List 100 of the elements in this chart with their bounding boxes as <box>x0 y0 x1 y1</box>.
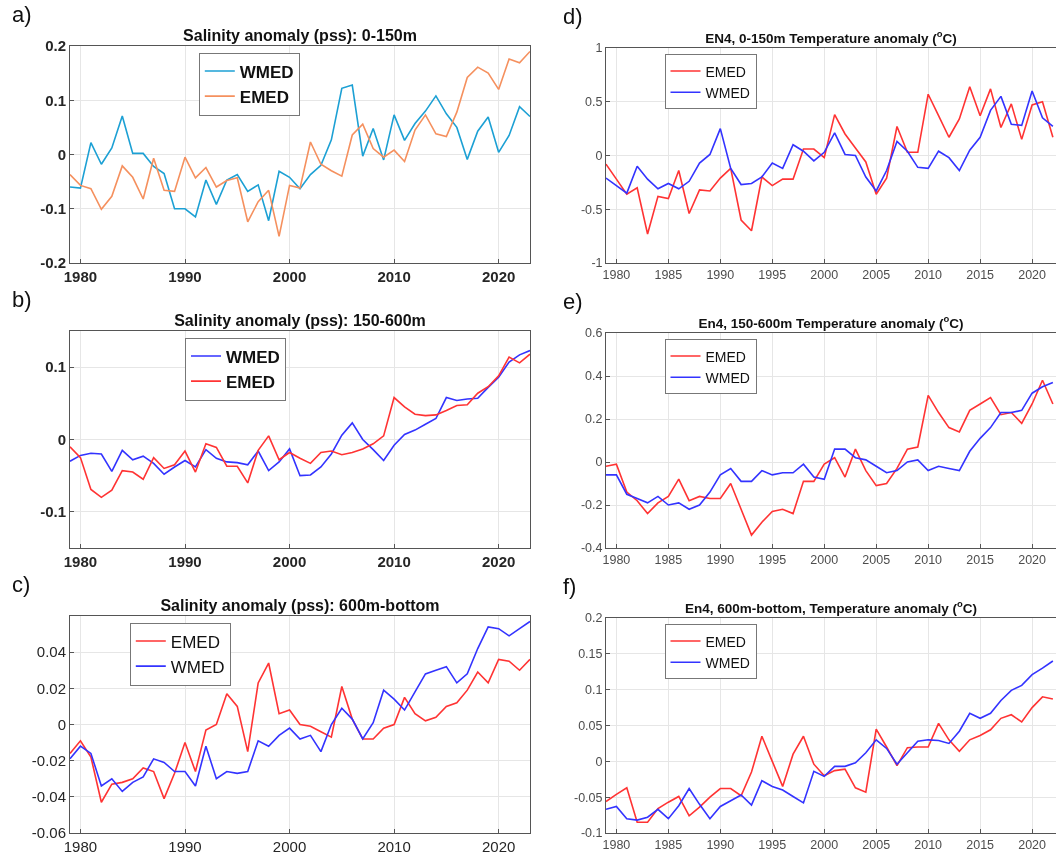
y-tick-label: 0 <box>595 754 603 769</box>
y-tick-label: -0.04 <box>31 788 66 806</box>
x-tick-label: 2015 <box>966 268 995 282</box>
x-tick-label: 1985 <box>654 268 683 282</box>
x-tick-label: 2015 <box>966 838 995 852</box>
x-tick-label: 2010 <box>914 553 943 567</box>
y-tick-label: -0.1 <box>40 200 66 217</box>
line-series <box>606 381 1054 511</box>
line-series <box>70 84 530 222</box>
text: a) <box>12 2 32 27</box>
chart-title: EN4, 0-150m Temperature anomaly ($^{o}$C) <box>705 28 957 46</box>
text: e) <box>563 289 583 314</box>
y-tick-label: -1 <box>591 256 603 271</box>
line-series <box>606 696 1054 824</box>
y-tick-label: 0.2 <box>585 412 603 427</box>
y-tick-label: 0.2 <box>45 37 66 55</box>
chart-title: En4, 600m-bottom, Temperature anomaly ($^{o}$C) <box>684 598 978 616</box>
y-tick-label: 0.6 <box>585 326 603 341</box>
y-tick-label: -0.06 <box>31 824 66 842</box>
y-tick-label: 0.1 <box>45 358 66 376</box>
x-tick-label: 2000 <box>272 838 307 855</box>
y-tick-label: 0 <box>57 430 66 448</box>
x-tick-label: 1985 <box>654 838 683 852</box>
x-tick-label: 2010 <box>914 268 943 282</box>
x-tick-label: 2000 <box>810 838 839 852</box>
legend-label: EMED <box>705 633 746 650</box>
y-tick-label: -0.05 <box>574 790 603 805</box>
y-tick-label: 0.15 <box>578 647 603 662</box>
chart-title: Salinity anomaly (pss): 150-600m <box>174 312 426 329</box>
text: d) <box>563 4 583 29</box>
x-tick-label: 1980 <box>602 553 631 567</box>
x-tick-label: 2010 <box>377 268 411 285</box>
x-tick-label: 2000 <box>272 268 307 285</box>
line-series <box>70 620 530 793</box>
legend-label: WMED <box>170 657 225 677</box>
legend-label: WMED <box>705 654 750 671</box>
y-tick-label: -0.2 <box>580 498 603 513</box>
x-tick-label: 1980 <box>63 268 98 285</box>
legend-label: EMED <box>239 87 289 107</box>
y-tick-label: 0.1 <box>45 91 66 109</box>
y-tick-label: 0 <box>595 148 603 163</box>
x-tick-label: 2020 <box>481 553 516 570</box>
x-tick-label: 2020 <box>481 268 516 285</box>
x-tick-label: 1990 <box>168 553 202 570</box>
line-series <box>606 660 1054 821</box>
legend-label: EMED <box>226 372 276 392</box>
chart-title: Salinity anomaly (pss): 0-150m <box>183 27 417 44</box>
y-tick-label: 0.02 <box>36 679 66 697</box>
x-tick-label: 2010 <box>377 838 411 855</box>
x-tick-label: 1990 <box>168 838 202 855</box>
legend-label: WMED <box>705 84 750 101</box>
line-series <box>70 658 530 804</box>
x-tick-label: 2005 <box>862 553 891 567</box>
line-series <box>606 85 1054 235</box>
x-tick-label: 2010 <box>914 838 943 852</box>
x-tick-label: 2000 <box>810 553 839 567</box>
x-tick-label: 2020 <box>1018 838 1047 852</box>
x-tick-label: 1990 <box>706 268 735 282</box>
legend-label: WMED <box>239 62 294 82</box>
y-tick-label: -0.2 <box>40 254 66 272</box>
x-tick-label: 1980 <box>602 838 631 852</box>
x-tick-label: 2015 <box>966 553 995 567</box>
legend-label: WMED <box>705 369 750 386</box>
x-tick-label: 1980 <box>602 268 631 282</box>
x-tick-label: 1990 <box>706 553 735 567</box>
y-tick-label: 0 <box>595 455 603 470</box>
x-tick-label: 2020 <box>481 838 516 855</box>
x-tick-label: 2010 <box>377 553 411 570</box>
x-tick-label: 2000 <box>810 268 839 282</box>
y-tick-label: 0.4 <box>585 369 603 384</box>
x-tick-label: 1995 <box>758 838 787 852</box>
x-tick-label: 2005 <box>862 268 891 282</box>
y-tick-label: -0.5 <box>580 202 603 217</box>
y-tick-label: 0 <box>57 145 66 163</box>
line-series <box>70 349 530 477</box>
line-series <box>606 90 1054 194</box>
text: f) <box>563 574 577 599</box>
y-tick-label: -0.1 <box>580 826 603 841</box>
legend-label: EMED <box>170 632 220 652</box>
x-tick-label: 1980 <box>63 838 98 855</box>
y-tick-label: 0.04 <box>36 643 66 661</box>
x-tick-label: 2000 <box>272 553 307 570</box>
y-tick-label: -0.4 <box>580 541 603 556</box>
legend-label: EMED <box>705 348 746 365</box>
chart-title: Salinity anomaly (pss): 600m-bottom <box>160 597 440 614</box>
y-tick-label: 0.5 <box>585 95 603 110</box>
line-series <box>70 50 530 238</box>
text: b) <box>12 287 32 312</box>
x-tick-label: 1985 <box>654 553 683 567</box>
x-tick-label: 1990 <box>168 268 202 285</box>
x-tick-label: 1980 <box>63 553 98 570</box>
legend-label: WMED <box>226 347 280 367</box>
y-tick-label: 0.05 <box>578 718 603 733</box>
y-tick-label: -0.02 <box>31 751 66 769</box>
x-tick-label: 2020 <box>1018 268 1047 282</box>
chart-title: En4, 150-600m Temperature anomaly ($^{o}$C) <box>698 313 964 331</box>
y-tick-label: -0.1 <box>40 503 66 521</box>
y-tick-label: 0.2 <box>585 611 603 626</box>
x-tick-label: 2005 <box>862 838 891 852</box>
x-tick-label: 1990 <box>706 838 735 852</box>
